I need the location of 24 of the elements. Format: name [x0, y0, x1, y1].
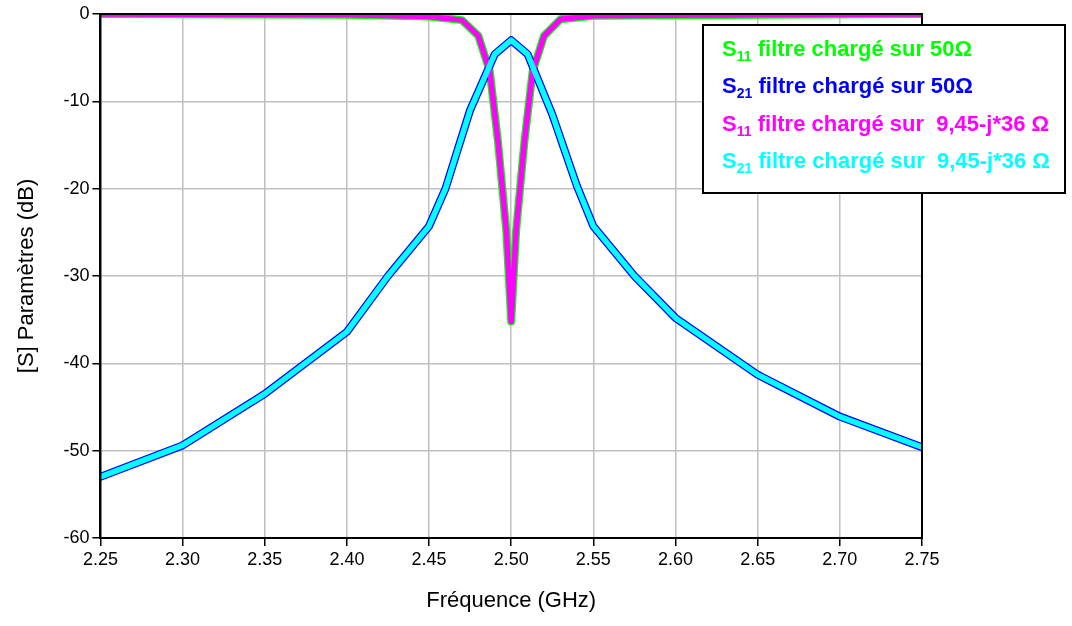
y-tick-label: -50	[63, 439, 90, 460]
x-tick-label: 2.60	[658, 548, 694, 569]
text: S$_{21}$ filtre chargé sur 9,45-j*36 Ω	[722, 147, 1050, 179]
y-axis-title: [S] Paramètres (dB)	[13, 178, 39, 374]
x-tick-label: 2.70	[822, 548, 858, 569]
y-tick-label: -40	[63, 352, 90, 373]
y-tick-label: -30	[63, 264, 90, 285]
y-tick-label: -20	[63, 177, 90, 198]
x-tick-label: 2.25	[82, 548, 118, 569]
x-tick-label: 2.75	[904, 548, 940, 569]
x-tick-label: 2.40	[329, 548, 365, 569]
y-tick-label: -10	[63, 90, 90, 111]
x-tick-label: 2.35	[247, 548, 283, 569]
x-tick-label: 2.45	[411, 548, 447, 569]
x-tick-label: 2.50	[493, 548, 529, 569]
text: S$_{11}$ filtre chargé sur 9,45-j*36 Ω	[722, 109, 1050, 142]
x-tick-label: 2.65	[740, 548, 776, 569]
series-label: S$_{11}$ filtre chargé sur 50Ω	[722, 35, 974, 67]
text: S$_{21}$ filtre chargé sur 50Ω	[722, 72, 974, 104]
y-tick-label: 0	[79, 2, 90, 23]
x-tick-label: 2.30	[165, 548, 201, 569]
y-tick-label: -60	[63, 526, 90, 547]
x-axis-title: Fréquence (GHz)	[426, 586, 597, 612]
x-tick-label: 2.55	[575, 548, 611, 569]
